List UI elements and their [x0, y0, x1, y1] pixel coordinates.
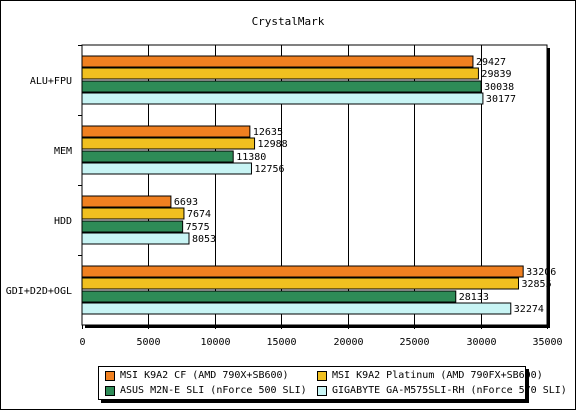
bar [81, 92, 484, 105]
x-tick-label: 15000 [266, 337, 296, 348]
bar [81, 207, 185, 220]
x-tick-label: 35000 [532, 337, 562, 348]
bar-value-label: 32855 [522, 279, 552, 290]
bar [81, 302, 512, 315]
bar-value-label: 33206 [526, 267, 556, 278]
bar-value-label: 29839 [481, 69, 511, 80]
legend-swatch [317, 371, 327, 381]
bar-value-label: 28133 [459, 292, 489, 303]
bar-value-label: 30038 [484, 82, 514, 93]
bar [81, 265, 524, 278]
bar-value-label: 12635 [253, 127, 283, 138]
legend-item: ASUS M2N-E SLI (nForce 500 SLI) [105, 384, 307, 398]
chart-legend: MSI K9A2 CF (AMD 790X+SB600) MSI K9A2 Pl… [98, 366, 567, 400]
chart-title: CrystalMark [251, 15, 325, 28]
bar-value-label: 32274 [514, 304, 544, 315]
x-tick-label: 10000 [200, 337, 230, 348]
legend-label: ASUS M2N-E SLI (nForce 500 SLI) [120, 385, 307, 396]
y-category-label: HDD [54, 216, 72, 227]
bar-value-label: 8053 [192, 234, 216, 245]
bar-value-label: 6693 [174, 197, 198, 208]
bar-value-label: 11380 [236, 152, 266, 163]
bar-value-label: 12756 [254, 164, 284, 175]
bar [81, 67, 479, 80]
x-tick-label: 25000 [399, 337, 429, 348]
legend-swatch [105, 371, 115, 381]
legend-swatch [105, 386, 115, 396]
bar [81, 195, 172, 208]
legend-swatch [317, 386, 327, 396]
x-tick-label: 0 [79, 337, 85, 348]
legend-label: MSI K9A2 Platinum (AMD 790FX+SB600) [332, 370, 543, 381]
bar [81, 150, 234, 163]
bar [81, 232, 190, 245]
legend-label: MSI K9A2 CF (AMD 790X+SB600) [120, 370, 289, 381]
bar [81, 80, 482, 93]
x-tick-label: 5000 [136, 337, 160, 348]
bar-value-label: 30177 [486, 94, 516, 105]
bar [81, 125, 251, 138]
legend-label: GIGABYTE GA-M575SLI-RH (nForce 570 SLI) [332, 385, 567, 396]
legend-item: MSI K9A2 Platinum (AMD 790FX+SB600) [317, 369, 543, 383]
bar [81, 162, 252, 175]
bar-value-label: 29427 [476, 57, 506, 68]
y-category-label: ALU+FPU [30, 76, 72, 87]
y-category-label: MEM [54, 146, 72, 157]
bar-value-label: 7575 [186, 222, 210, 233]
bar [81, 220, 184, 233]
x-tick-label: 30000 [466, 337, 496, 348]
bar [81, 55, 474, 68]
y-category-label: GDI+D2D+OGL [6, 286, 72, 297]
bar-value-label: 7674 [187, 209, 211, 220]
legend-item: MSI K9A2 CF (AMD 790X+SB600) [105, 369, 289, 383]
x-tick-label: 20000 [333, 337, 363, 348]
bar [81, 137, 256, 150]
legend-item: GIGABYTE GA-M575SLI-RH (nForce 570 SLI) [317, 384, 567, 398]
bar-value-label: 12988 [258, 139, 288, 150]
bar [81, 290, 457, 303]
bar [81, 277, 520, 290]
